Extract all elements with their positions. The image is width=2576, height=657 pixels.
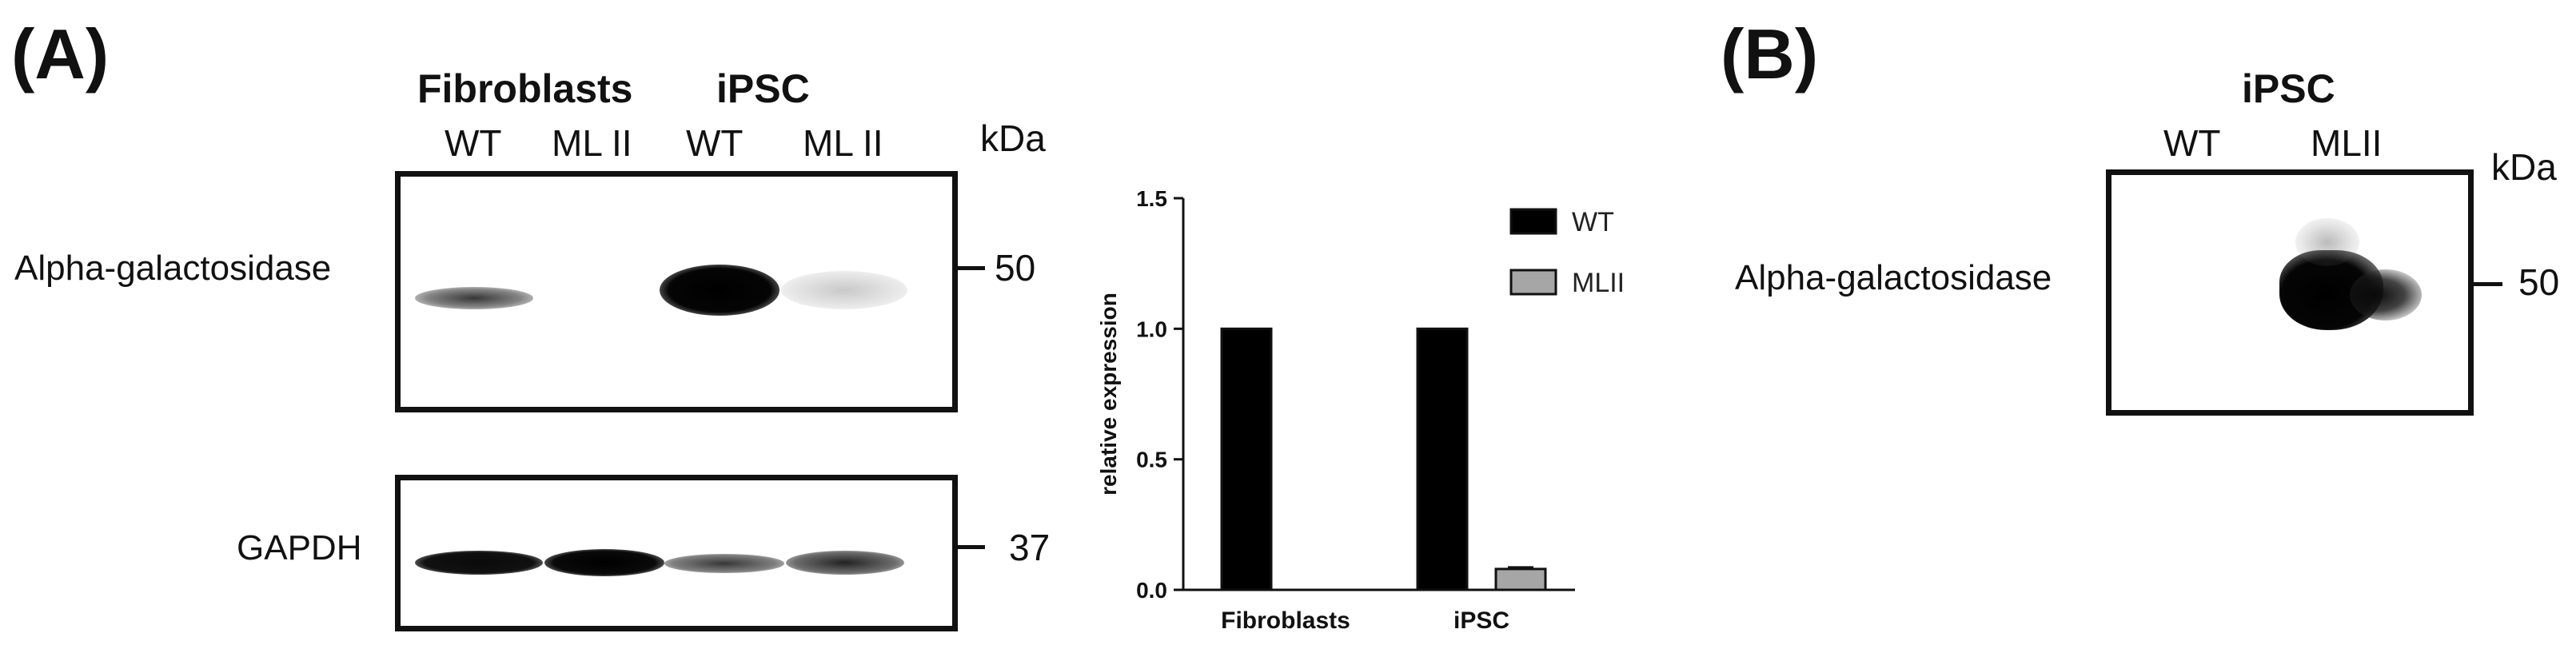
x-tick-label: iPSC xyxy=(1453,607,1509,634)
kda-label-a: kDa xyxy=(980,117,1046,159)
band-ipsc-mlii xyxy=(781,271,907,309)
band-gapdh-2 xyxy=(544,549,664,576)
lane-label-wt-b: WT xyxy=(2163,122,2221,164)
marker-tick-50-b xyxy=(2472,282,2502,286)
marker-tick-37 xyxy=(956,545,985,549)
band-gapdh-3 xyxy=(664,554,784,573)
marker-tick-50-a xyxy=(956,266,985,270)
panel-b-label: (B) xyxy=(1721,14,1819,94)
blot-gapdh xyxy=(395,475,958,631)
kda-label-b: kDa xyxy=(2491,146,2557,188)
bar-mlii-ipsc xyxy=(1494,567,1547,591)
x-tick-label: Fibroblasts xyxy=(1221,607,1350,634)
blot-alpha-gal-b xyxy=(2106,169,2474,416)
relative-expression-chart: 0.0 0.5 1.0 1.5 relative expression Fibroblas… xyxy=(1096,186,1625,634)
marker-label-50-a: 50 xyxy=(995,247,1036,289)
lane-label-mlii-1: ML II xyxy=(552,122,632,164)
y-tick-label: 0.5 xyxy=(1136,448,1167,472)
y-tick-label: 1.0 xyxy=(1136,317,1167,341)
legend-label-mlii: MLII xyxy=(1572,268,1625,298)
blot-label-gapdh: GAPDH xyxy=(237,528,362,567)
legend-swatch-mlii xyxy=(1509,269,1557,296)
group-header-ipsc: iPSC xyxy=(716,66,810,111)
band-gapdh-1 xyxy=(415,551,543,575)
band-b-mlii-smear xyxy=(2295,218,2359,266)
panel-a-label: (A) xyxy=(11,14,110,94)
lane-label-wt-2: WT xyxy=(686,122,744,164)
group-header-ipsc-b: iPSC xyxy=(2242,66,2335,111)
legend-swatch-wt xyxy=(1509,208,1557,235)
marker-label-50-b: 50 xyxy=(2518,261,2560,303)
y-tick-label: 0.0 xyxy=(1136,578,1167,603)
bar-wt-ipsc xyxy=(1416,327,1469,591)
marker-label-37: 37 xyxy=(1009,527,1051,568)
band-ipsc-wt xyxy=(660,265,780,316)
blot-label-alpha-gal-b: Alpha-galactosidase xyxy=(1735,258,2052,297)
lane-label-wt-1: WT xyxy=(445,122,502,164)
legend-label-wt: WT xyxy=(1572,207,1614,237)
y-axis-title: relative expression xyxy=(1096,293,1121,496)
lane-label-mlii-b: MLII xyxy=(2311,122,2383,164)
y-tick-label: 1.5 xyxy=(1136,186,1167,211)
blot-alpha-gal-a xyxy=(395,171,958,412)
group-header-fibroblasts: Fibroblasts xyxy=(417,66,633,111)
bar-wt-fibroblasts xyxy=(1220,327,1273,591)
band-b-mlii-tail xyxy=(2350,269,2422,321)
blot-label-alpha-gal-a: Alpha-galactosidase xyxy=(14,249,332,288)
band-fibro-wt xyxy=(415,287,533,309)
lane-label-mlii-2: ML II xyxy=(803,122,883,164)
band-gapdh-4 xyxy=(786,551,904,575)
